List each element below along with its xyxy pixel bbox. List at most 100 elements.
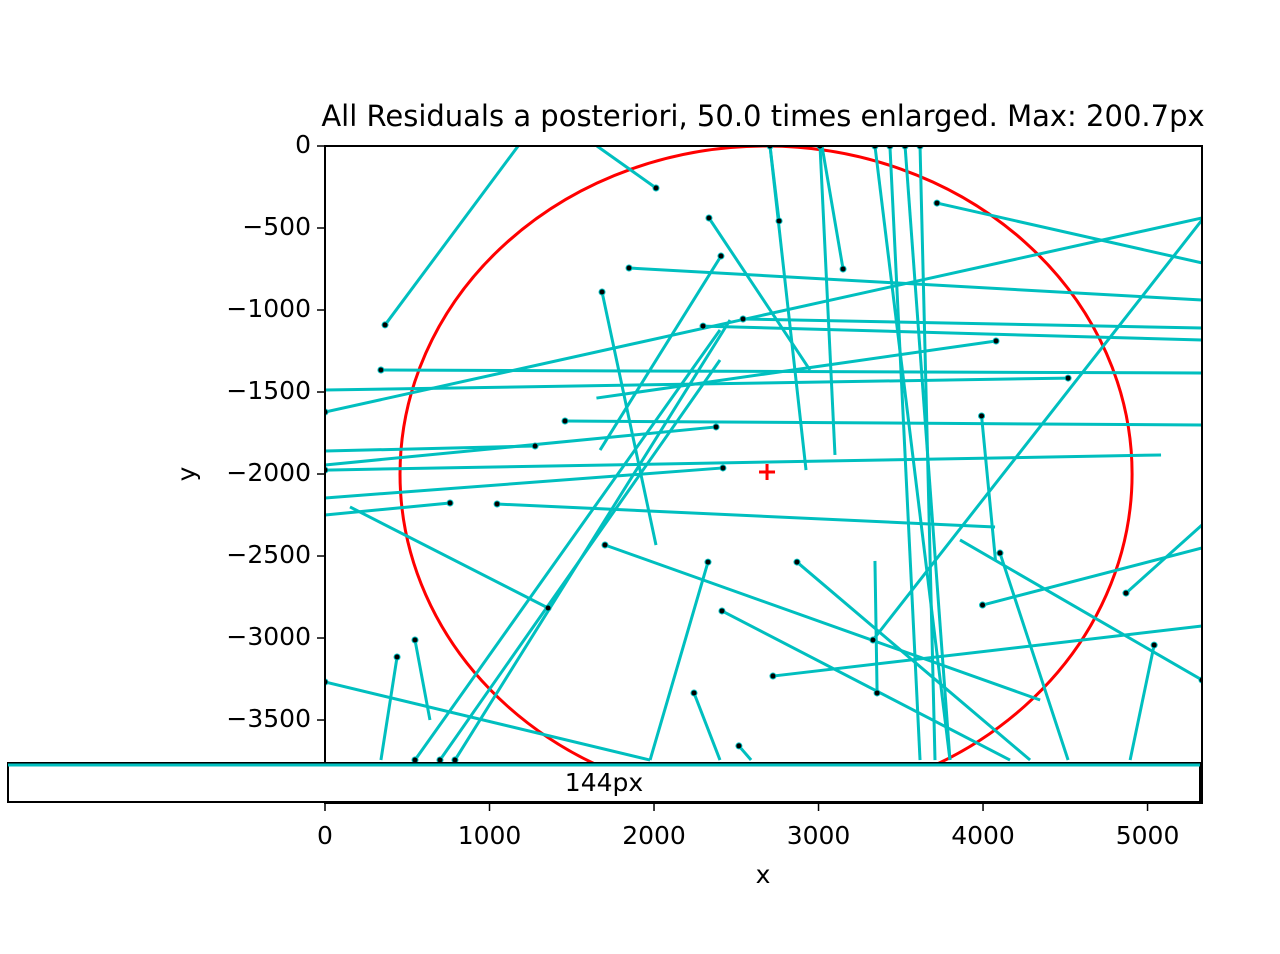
residual-vector [692,692,722,761]
residual-vector [888,146,922,761]
point [377,366,385,374]
residual-vector [936,201,1202,265]
y-tick-label: −1500 [226,376,311,405]
residual-vector [742,317,1202,330]
y-tick-label: −3000 [226,622,311,651]
axes-frame [324,145,1203,804]
residual-vector [325,376,1069,392]
center-marker [759,464,776,481]
point [446,499,454,507]
point [544,604,552,612]
residual-vector [596,146,657,190]
point [793,558,801,566]
legend-label: 144px [565,768,643,797]
point [652,184,660,192]
residual-vector [648,561,710,761]
residual-vector [598,255,723,451]
point [996,549,1004,557]
residual-vector [383,146,520,326]
point [699,322,707,330]
residual-vector [772,624,1202,678]
residual-vector [379,656,399,761]
residual-vector [873,560,879,693]
point [601,541,609,549]
chart-title: All Residuals a posteriori, 50.0 times e… [321,99,1204,133]
residual-vector [980,415,998,562]
y-tick-label: 0 [295,130,311,159]
residual-vector [325,453,1162,472]
point [1150,641,1158,649]
point [718,607,726,615]
point [411,636,419,644]
point [869,636,877,644]
residual-vector [998,552,1070,761]
x-tick-label: 2000 [622,821,686,850]
point [719,464,727,472]
residual-vector [413,329,722,761]
residual-vector [707,217,812,371]
point [493,500,501,508]
point [775,217,783,225]
residual-vector [565,419,1202,427]
residual-vector [325,466,724,500]
x-tick-label: 1000 [458,821,522,850]
legend: 144px [7,762,1201,803]
residual-vector [721,609,1011,762]
point [381,321,389,329]
x-tick-label: 0 [317,821,333,850]
residual-vector [768,146,808,471]
y-tick-label: −2500 [226,540,311,569]
residual-vector [497,502,996,529]
residual-vector [703,324,1202,342]
y-axis-label: y [172,466,201,481]
point [704,558,712,566]
y-tick-label: −500 [242,212,311,241]
residual-vector [325,216,1202,414]
y-tick-label: −1000 [226,294,311,323]
y-tick-label: −2000 [226,458,311,487]
x-tick-label: 4000 [951,821,1015,850]
point [705,214,713,222]
point [735,742,743,750]
point [598,288,606,296]
point [839,265,847,273]
point [979,601,987,609]
residual-vector [873,146,952,761]
point [393,653,401,661]
plot-area [325,146,1202,803]
point [561,417,569,425]
point [625,264,633,272]
point [1064,374,1072,382]
residual-vector [1124,523,1202,595]
residual-vector [818,146,837,456]
point [690,689,698,697]
point [717,252,725,260]
residual-vector [982,546,1202,607]
residual-vector [349,505,549,610]
legend-box [7,762,1201,803]
x-axis-label: x [756,860,771,889]
point [933,199,941,207]
point [978,412,986,420]
ticks: 0 1000 2000 3000 4000 5000 0 −500 −1000 −1500 −200… [226,130,1179,850]
residual-vector [604,543,1041,702]
x-tick-label: 5000 [1116,821,1180,850]
point [769,672,777,680]
residual-vector [325,501,451,517]
residual-vector [959,538,1202,682]
point [873,689,881,697]
point [1122,589,1130,597]
point [531,442,539,450]
residual-vector [453,319,732,761]
residual-vector [325,680,651,762]
x-tick-label: 3000 [787,821,851,850]
residual-vector [325,425,717,467]
point [739,315,747,323]
point [712,423,720,431]
y-tick-label: −3500 [226,704,311,733]
residual-vector [600,291,658,546]
residual-vector [918,146,937,761]
residual-vector [820,146,845,270]
residual-vector [1128,644,1156,761]
